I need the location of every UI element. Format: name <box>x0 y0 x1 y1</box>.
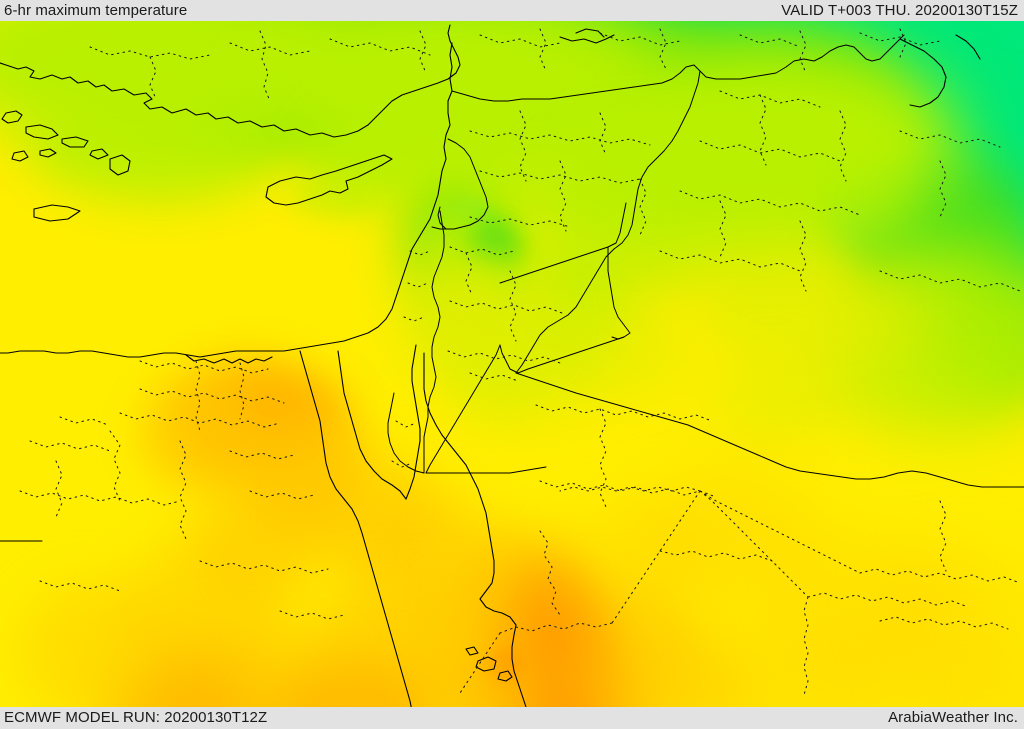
temperature-blob <box>290 181 380 217</box>
temperature-field-layer <box>0 21 1024 707</box>
temperature-blob <box>760 171 910 241</box>
valid-time-label: VALID T+003 THU. 20200130T15Z <box>781 1 1018 19</box>
page-title: 6-hr maximum temperature <box>4 1 188 19</box>
header-bar: 6-hr maximum temperature VALID T+003 THU… <box>0 0 1024 21</box>
map-surface[interactable] <box>0 21 1024 707</box>
temperature-blob <box>560 491 710 621</box>
temperature-blob <box>190 481 320 601</box>
temperature-blob <box>300 121 420 181</box>
footer-bar: ECMWF MODEL RUN: 20200130T12Z ArabiaWeat… <box>0 707 1024 729</box>
temperature-blob <box>20 581 170 707</box>
map-viewport[interactable] <box>0 21 1024 707</box>
temperature-blob <box>250 251 550 381</box>
temperature-blob <box>870 541 1024 691</box>
temperature-blob <box>600 251 940 391</box>
provider-label: ArabiaWeather Inc. <box>888 709 1018 726</box>
temperature-blob <box>520 181 650 241</box>
temperature-blob <box>30 81 290 201</box>
model-run-label: ECMWF MODEL RUN: 20200130T12Z <box>4 709 268 726</box>
